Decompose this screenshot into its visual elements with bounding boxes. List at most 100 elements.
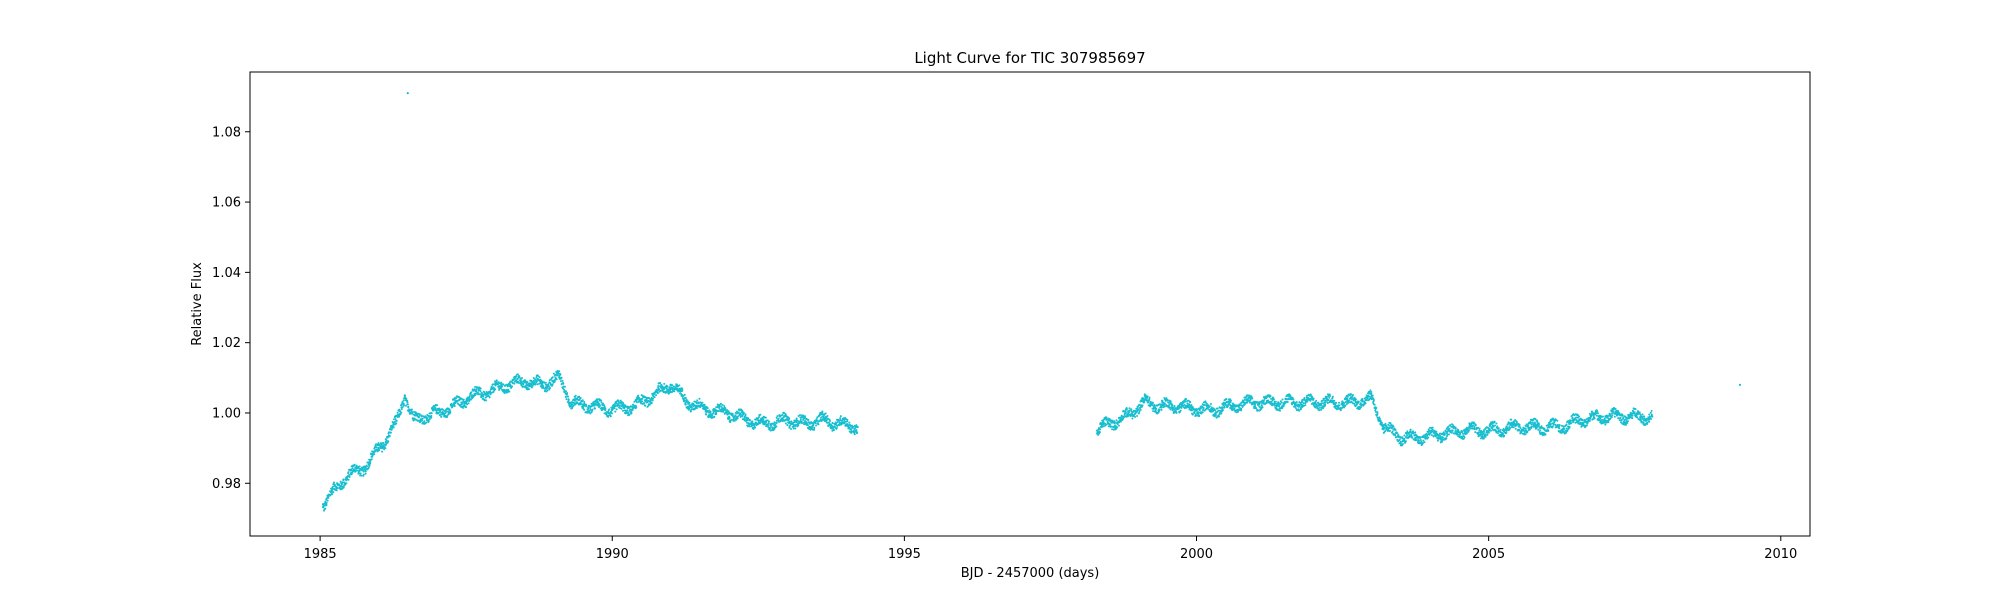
data-point: [1423, 441, 1426, 444]
data-point: [829, 420, 832, 423]
data-point: [393, 418, 396, 421]
data-point: [682, 398, 685, 401]
data-point: [1547, 429, 1550, 432]
data-point: [815, 424, 818, 427]
data-point: [1125, 415, 1128, 418]
data-point: [1098, 431, 1101, 434]
data-point: [1650, 409, 1653, 412]
data-point: [623, 407, 626, 410]
data-point: [1303, 397, 1306, 400]
data-point: [1219, 407, 1222, 410]
data-point: [835, 426, 838, 429]
data-point: [1643, 415, 1646, 418]
data-point: [1346, 395, 1349, 398]
data-point: [399, 410, 402, 413]
data-point: [1139, 408, 1142, 411]
data-point: [401, 406, 404, 409]
data-point: [538, 376, 541, 379]
data-point: [1154, 406, 1157, 409]
data-point: [483, 399, 486, 402]
data-point: [1565, 423, 1568, 426]
data-point: [777, 417, 780, 420]
data-point: [820, 413, 823, 416]
data-point: [377, 446, 380, 450]
x-tick-label: 2000: [1180, 547, 1213, 562]
data-point: [360, 474, 363, 477]
data-point: [1218, 413, 1221, 416]
data-point: [494, 388, 497, 391]
data-point: [341, 481, 344, 484]
data-point: [511, 385, 514, 388]
data-point: [1563, 428, 1566, 431]
data-point: [1412, 432, 1415, 435]
data-point: [768, 420, 771, 423]
data-point: [1636, 416, 1639, 419]
data-point: [1487, 431, 1490, 434]
data-point: [398, 414, 401, 417]
data-point: [518, 376, 521, 379]
data-point: [644, 404, 647, 407]
data-point: [1169, 400, 1172, 403]
data-point: [530, 383, 533, 386]
data-point: [520, 380, 523, 383]
data-point: [652, 397, 655, 400]
data-point: [403, 394, 407, 397]
data-point: [762, 422, 766, 425]
data-point: [813, 428, 816, 431]
data-point: [535, 381, 538, 384]
data-point: [342, 478, 345, 481]
data-point: [1328, 393, 1331, 396]
data-point: [348, 476, 351, 479]
data-point: [1279, 403, 1282, 406]
data-point: [359, 468, 363, 471]
data-point: [630, 411, 633, 414]
data-point: [641, 397, 644, 400]
data-point: [818, 419, 821, 422]
data-point: [1382, 425, 1385, 429]
data-point: [445, 416, 448, 419]
data-point: [390, 428, 393, 431]
data-point: [643, 402, 646, 405]
data-point: [494, 380, 497, 383]
data-point: [489, 393, 492, 396]
data-point: [1270, 400, 1273, 403]
data-point: [1124, 410, 1127, 413]
data-point: [1454, 427, 1457, 430]
data-point: [1151, 403, 1154, 406]
data-point: [1188, 406, 1191, 409]
data-point: [737, 415, 740, 418]
data-point: [1442, 431, 1445, 434]
data-point: [380, 443, 383, 446]
data-point: [714, 408, 717, 411]
data-point: [1207, 407, 1210, 410]
data-point: [1137, 408, 1140, 411]
data-point: [1450, 431, 1453, 434]
data-point: [1580, 424, 1583, 427]
data-point: [1189, 401, 1192, 404]
data-point: [1494, 424, 1497, 427]
data-point: [338, 483, 341, 486]
data-point: [752, 427, 755, 430]
data-point: [573, 399, 576, 402]
data-point: [515, 375, 518, 378]
data-point: [1223, 405, 1226, 408]
data-point: [1499, 428, 1502, 431]
data-point: [1195, 408, 1198, 411]
data-point: [1271, 402, 1274, 405]
data-point: [1552, 423, 1555, 426]
data-point: [1231, 409, 1234, 412]
data-point: [1125, 408, 1128, 411]
data-point: [426, 413, 429, 416]
data-point: [332, 491, 335, 494]
data-point: [1597, 412, 1600, 415]
data-point: [1409, 428, 1412, 431]
data-point: [1288, 393, 1291, 396]
data-point: [567, 399, 570, 402]
data-point: [505, 383, 509, 387]
data-point: [1202, 408, 1205, 411]
data-point: [1431, 426, 1434, 429]
data-point: [590, 411, 593, 414]
data-point: [1251, 397, 1254, 400]
data-point: [1537, 422, 1540, 425]
data-point: [1364, 401, 1367, 404]
